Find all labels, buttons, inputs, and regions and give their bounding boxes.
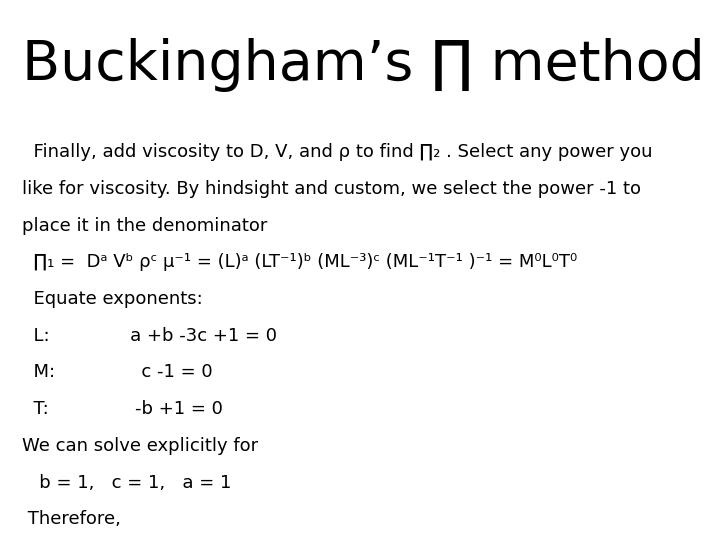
Text: We can solve explicitly for: We can solve explicitly for (22, 437, 258, 455)
Text: like for viscosity. By hindsight and custom, we select the power -1 to: like for viscosity. By hindsight and cus… (22, 180, 641, 198)
Text: Equate exponents:: Equate exponents: (22, 290, 202, 308)
Text: ∏₁ =  Dᵃ Vᵇ ρᶜ μ⁻¹ = (L)ᵃ (LT⁻¹)ᵇ (ML⁻³)ᶜ (ML⁻¹T⁻¹ )⁻¹ = M⁰L⁰T⁰: ∏₁ = Dᵃ Vᵇ ρᶜ μ⁻¹ = (L)ᵃ (LT⁻¹)ᵇ (ML⁻³)ᶜ… (22, 253, 577, 271)
Text: b = 1,   c = 1,   a = 1: b = 1, c = 1, a = 1 (22, 474, 231, 491)
Text: L:              a +b -3c +1 = 0: L: a +b -3c +1 = 0 (22, 327, 276, 345)
Text: M:               c -1 = 0: M: c -1 = 0 (22, 363, 212, 381)
Text: Finally, add viscosity to D, V, and ρ to find ∏₂ . Select any power you: Finally, add viscosity to D, V, and ρ to… (22, 143, 652, 161)
Text: T:               -b +1 = 0: T: -b +1 = 0 (22, 400, 222, 418)
Text: Buckingham’s ∏ method: Buckingham’s ∏ method (22, 38, 704, 92)
Text: Therefore,: Therefore, (22, 510, 120, 528)
Text: place it in the denominator: place it in the denominator (22, 217, 267, 234)
